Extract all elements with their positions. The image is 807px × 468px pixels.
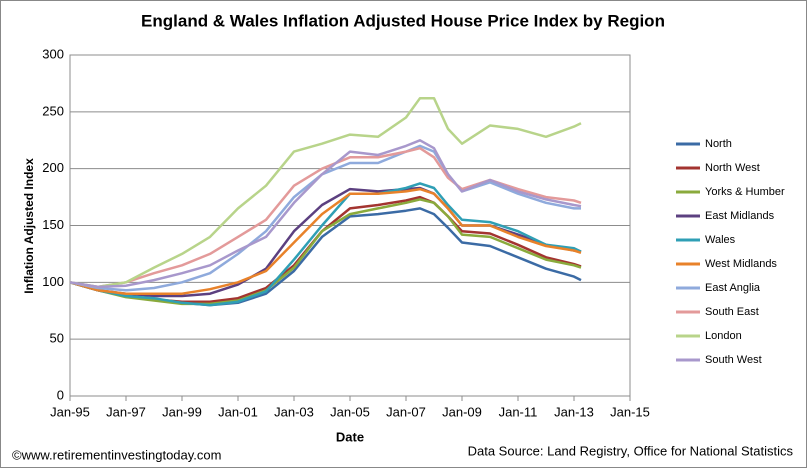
legend-label: West Midlands [705, 258, 777, 270]
legend-label: South East [705, 306, 759, 318]
series-line [69, 96, 582, 289]
chart-title: England & Wales Inflation Adjusted House… [141, 11, 665, 30]
series-line [69, 198, 582, 306]
series-line [69, 139, 582, 289]
x-tick-label: Jan-05 [330, 404, 370, 419]
y-tick-label: 0 [57, 387, 64, 402]
x-tick-label: Jan-11 [499, 404, 538, 419]
y-axis-label: Inflation Adjusted Index [22, 158, 36, 294]
legend-label: London [705, 330, 742, 342]
y-tick-label: 150 [42, 217, 64, 232]
x-tick-label: Jan-09 [442, 404, 482, 419]
footer-right: Data Source: Land Registry, Office for N… [468, 443, 794, 458]
x-tick-label: Jan-03 [274, 404, 314, 419]
x-tick-label: Jan-97 [106, 404, 146, 419]
x-tick-label: Jan-13 [554, 404, 594, 419]
x-tick-label: Jan-99 [162, 404, 202, 419]
x-tick-label: Jan-15 [610, 404, 650, 419]
x-tick-label: Jan-95 [50, 404, 90, 419]
legend-label: South West [705, 354, 762, 366]
x-tick-label: Jan-01 [218, 404, 258, 419]
legend-label: East Anglia [705, 282, 761, 294]
y-tick-label: 250 [42, 103, 64, 118]
y-tick-label: 300 [42, 46, 64, 61]
y-tick-label: 200 [42, 160, 64, 175]
legend-label: Yorks & Humber [705, 186, 785, 198]
legend-label: North [705, 138, 732, 150]
y-tick-label: 100 [42, 274, 64, 289]
x-axis-label: Date [336, 429, 364, 444]
legend-label: North West [705, 162, 760, 174]
footer-left: ©www.retirementinvestingtoday.com [12, 447, 221, 462]
legend-label: East Midlands [705, 210, 775, 222]
y-tick-label: 50 [50, 331, 64, 346]
legend-label: Wales [705, 234, 736, 246]
x-tick-label: Jan-07 [386, 404, 426, 419]
series-line [69, 144, 581, 292]
series-line [69, 187, 582, 295]
